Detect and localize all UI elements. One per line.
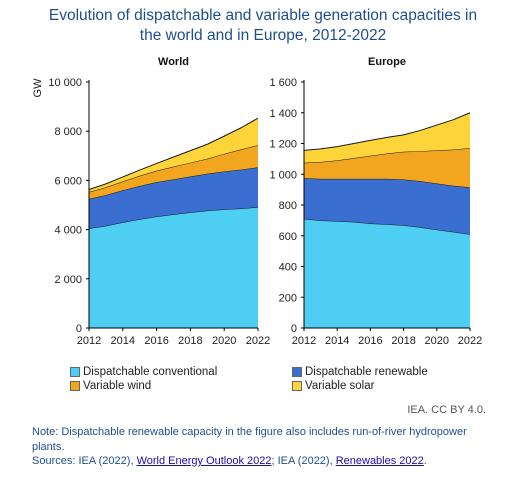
legend-swatch-variable-wind <box>70 381 80 391</box>
area-europe-variable-wind <box>304 148 470 188</box>
y-tick-label-europe: 200 <box>279 292 297 304</box>
panel-title-world: World <box>158 56 189 68</box>
y-tick-label-world: 2 000 <box>54 274 82 286</box>
legend-swatch-variable-solar <box>292 381 302 391</box>
legend-label-dispatchable-renewable: Dispatchable renewable <box>305 366 428 378</box>
y-tick-label-europe: 600 <box>279 231 297 243</box>
sources-link-weo[interactable]: World Energy Outlook 2022 <box>136 455 272 467</box>
legend-item-dispatchable-conventional: Dispatchable conventional <box>70 366 217 378</box>
panel-title-europe: Europe <box>368 56 406 68</box>
y-tick-label-europe: 1 600 <box>269 77 297 89</box>
legend-swatch-dispatchable-renewable <box>292 367 302 377</box>
area-line-europe-variable-wind <box>303 147 471 164</box>
y-tick-label-europe: 1 400 <box>269 108 297 120</box>
chart-title-line2: the world and in Europe, 2012-2022 <box>139 27 387 44</box>
sources-suffix: . <box>423 455 427 467</box>
legend-label-variable-wind: Variable wind <box>83 380 152 392</box>
chart-title: Evolution of dispatchable and variable g… <box>0 6 526 46</box>
area-europe-dispatchable-conventional <box>304 218 470 328</box>
y-tick-label-world: 0 <box>76 323 82 335</box>
legend-item-variable-wind: Variable wind <box>70 380 151 392</box>
x-tick-label-world: 2016 <box>144 335 168 347</box>
legend-label-variable-solar: Variable solar <box>305 380 375 392</box>
x-tick-label-world: 2020 <box>212 335 236 347</box>
x-tick-label-world: 2014 <box>111 335 135 347</box>
legend-swatch-dispatchable-conventional <box>70 367 80 377</box>
y-tick-label-europe: 1 000 <box>269 169 297 181</box>
chart-title-line1: Evolution of dispatchable and variable g… <box>48 7 478 24</box>
x-tick-label-europe: 2016 <box>358 335 382 347</box>
legend-item-dispatchable-renewable: Dispatchable renewable <box>292 366 428 378</box>
sources-middle: ; IEA (2022), <box>271 455 336 467</box>
area-world-dispatchable-conventional <box>89 207 258 328</box>
area-europe-dispatchable-renewable <box>304 178 470 235</box>
x-tick-label-europe: 2014 <box>325 335 349 347</box>
area-world-dispatchable-renewable <box>89 167 258 229</box>
x-tick-label-europe: 2020 <box>425 335 449 347</box>
x-tick-label-world: 2018 <box>178 335 202 347</box>
y-axis-label-world: GW <box>32 78 44 98</box>
sources-line: Sources: IEA (2022), World Energy Outloo… <box>32 454 502 469</box>
area-line-europe-variable-solar <box>303 112 471 151</box>
y-tick-label-europe: 0 <box>291 323 297 335</box>
x-tick-label-world: 2022 <box>246 335 270 347</box>
x-tick-label-world: 2012 <box>77 335 101 347</box>
legend-item-variable-solar: Variable solar <box>292 380 374 392</box>
y-tick-label-europe: 400 <box>279 262 297 274</box>
y-tick-label-world: 8 000 <box>54 126 82 138</box>
y-tick-label-world: 10 000 <box>48 77 82 89</box>
x-tick-label-europe: 2022 <box>458 335 482 347</box>
sources-prefix: Sources: IEA (2022), <box>32 455 137 467</box>
y-tick-label-europe: 1 200 <box>269 139 297 151</box>
note-block: Note: Dispatchable renewable capacity in… <box>32 425 502 469</box>
legend-label-dispatchable-conventional: Dispatchable conventional <box>83 366 218 378</box>
x-tick-label-europe: 2012 <box>292 335 316 347</box>
y-tick-label-europe: 800 <box>279 200 297 212</box>
x-tick-label-europe: 2018 <box>391 335 415 347</box>
credit: IEA. CC BY 4.0. <box>407 404 486 416</box>
area-line-world-variable-solar <box>88 117 259 190</box>
y-tick-label-world: 6 000 <box>54 175 82 187</box>
note-text: Note: Dispatchable renewable capacity in… <box>32 426 467 453</box>
sources-link-renewables[interactable]: Renewables 2022 <box>335 455 424 467</box>
y-tick-label-world: 4 000 <box>54 225 82 237</box>
area-world-variable-wind <box>89 145 258 199</box>
